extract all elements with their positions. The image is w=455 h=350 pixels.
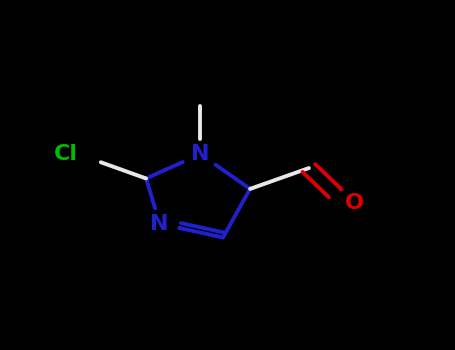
Text: N: N <box>191 144 210 164</box>
Text: N: N <box>151 214 169 233</box>
Text: Cl: Cl <box>54 144 78 164</box>
Text: O: O <box>345 193 364 213</box>
